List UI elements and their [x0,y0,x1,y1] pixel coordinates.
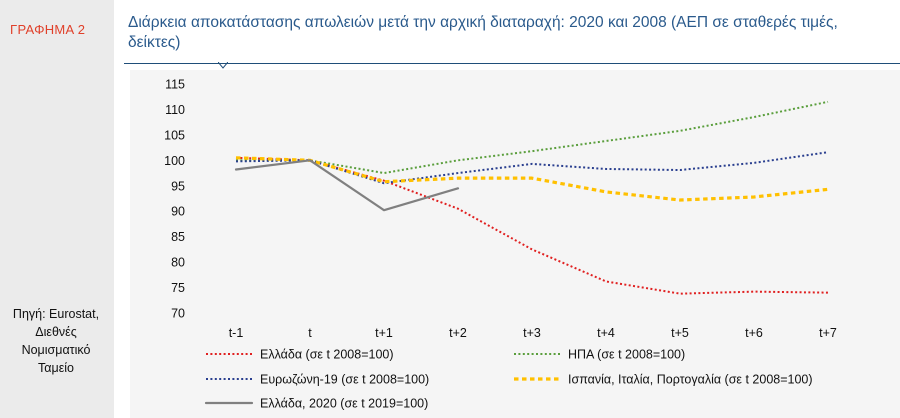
legend-label: Ελλάδα (σε t 2008=100) [260,348,394,362]
source-line: Ταμείο [38,361,74,375]
y-tick-label: 115 [165,78,185,92]
legend-label: Ισπανία, Ιταλία, Πορτογαλία (σε t 2008=1… [568,373,813,387]
y-tick-label: 90 [171,205,185,219]
series-line [236,100,829,175]
legend-label: Ελλάδα, 2020 (σε t 2019=100) [260,397,428,411]
y-tick-label: 105 [164,128,185,142]
x-tick-label: t+4 [597,326,615,340]
x-tick-label: t+3 [523,326,541,340]
title-notch-icon [218,62,228,69]
y-tick-label: 80 [171,256,185,270]
x-tick-label: t+7 [819,326,837,340]
figure-label: ΓΡΑΦΗΜΑ 2 [10,22,86,37]
x-tick-label: t+6 [745,326,763,340]
chart-area [130,70,900,418]
series-line [235,156,829,295]
chart-title-line: Διάρκεια αποκατάστασης απωλειών μετά την… [128,14,838,31]
source-note: Πηγή: Eurostat, Διεθνές Νομισματικό Ταμε… [0,305,112,377]
sidebar: ΓΡΑΦΗΜΑ 2 Πηγή: Eurostat, Διεθνές Νομισμ… [0,0,114,418]
series-line [234,159,460,212]
series-line [235,151,829,185]
y-tick-label: 95 [171,179,185,193]
y-tick-label: 100 [164,154,185,168]
legend-label: Ευρωζώνη-19 (σε t 2008=100) [260,373,429,387]
title-divider [124,63,900,64]
source-line: Πηγή: Eurostat, [12,307,100,321]
y-tick-label: 75 [171,281,185,295]
source-line: Νομισματικό [21,343,91,357]
x-tick-label: t+2 [449,326,467,340]
x-tick-label: t-1 [229,326,244,340]
series-line [235,156,829,202]
chart-title: Διάρκεια αποκατάστασης απωλειών μετά την… [128,13,898,53]
source-line: Διεθνές [35,325,77,339]
chart-title-line: δείκτες) [128,34,181,51]
y-tick-label: 70 [171,307,185,321]
legend-label: ΗΠΑ (σε t 2008=100) [568,348,685,362]
x-tick-label: t+5 [671,326,689,340]
y-tick-label: 85 [171,230,185,244]
x-tick-label: t+1 [375,326,393,340]
x-tick-label: t [308,326,312,340]
y-tick-label: 110 [165,103,185,117]
